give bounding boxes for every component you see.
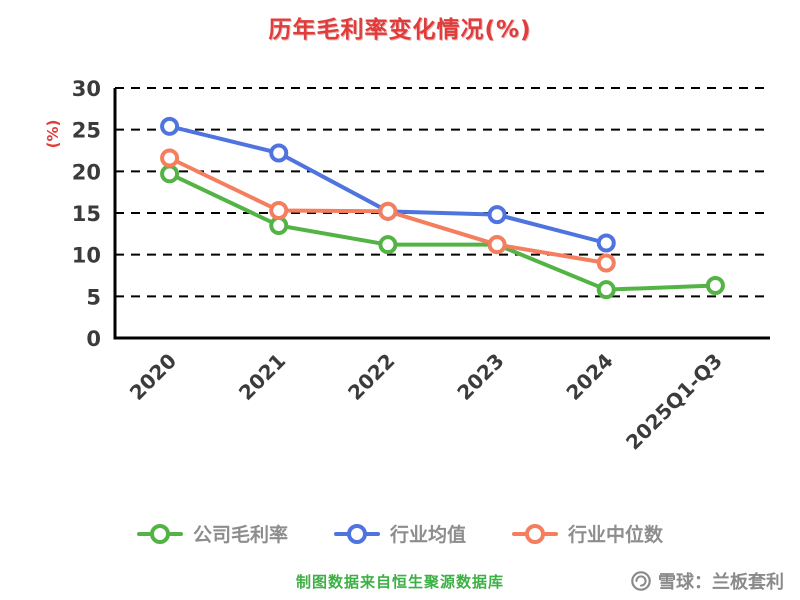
svg-text:2025Q1-Q3: 2025Q1-Q3	[621, 349, 727, 455]
chart-title: 历年毛利率变化情况(%)	[268, 17, 532, 43]
industry-mean-marker-icon	[333, 523, 380, 544]
svg-text:2022: 2022	[343, 349, 399, 405]
svg-text:2023: 2023	[452, 349, 508, 405]
svg-text:30: 30	[72, 77, 101, 101]
xueqiu-snowball-icon	[631, 571, 651, 591]
brand-watermark: 雪球：兰板套利	[630, 568, 784, 594]
svg-text:(%): (%)	[44, 120, 62, 149]
svg-text:15: 15	[72, 202, 101, 226]
svg-text:2024: 2024	[561, 349, 617, 405]
svg-text:0: 0	[86, 327, 101, 351]
svg-text:20: 20	[72, 160, 101, 184]
legend-item-industry-median: 行业中位数	[512, 520, 663, 547]
legend-label: 公司毛利率	[192, 524, 288, 546]
legend-label: 行业中位数	[568, 524, 664, 546]
data-source-note: 制图数据来自恒生聚源数据库	[295, 573, 504, 591]
line-chart: 0 5 10 15 20 25 30 (%) 2020 2021 2022 2023 2024 2025Q…	[44, 77, 770, 455]
svg-text:10: 10	[72, 244, 101, 268]
legend-item-industry-mean: 行业均值	[333, 520, 466, 547]
legend-label: 行业均值	[389, 524, 466, 546]
industry-median-marker-icon	[512, 523, 558, 544]
svg-text:25: 25	[72, 119, 101, 143]
legend-item-company-margin: 公司毛利率	[136, 520, 288, 547]
svg-text:2020: 2020	[125, 349, 181, 405]
svg-text:5: 5	[86, 285, 101, 309]
brand-label: 雪球：兰板套利	[658, 572, 784, 593]
svg-text:2021: 2021	[234, 349, 290, 405]
legend: 公司毛利率 行业均值 行业中位数	[0, 520, 800, 547]
company-margin-marker-icon	[136, 523, 183, 544]
